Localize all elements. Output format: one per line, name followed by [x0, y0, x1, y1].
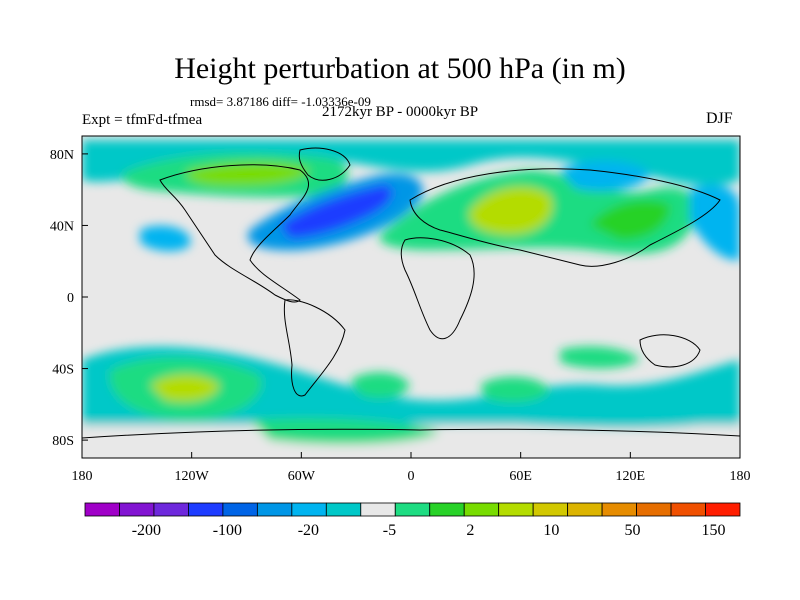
- colorbar-label: -200: [132, 522, 161, 539]
- colorbar-label: -100: [213, 522, 242, 539]
- lon-label: 60E: [509, 469, 532, 484]
- colorbar-swatch: [636, 502, 672, 517]
- field-region-atlantic-core: [280, 185, 393, 238]
- colorbar-swatch: [498, 502, 534, 517]
- lon-label: 180: [72, 469, 93, 484]
- colorbar-label: 2: [466, 522, 474, 539]
- season-label: DJF: [706, 110, 733, 127]
- colorbar-label: 50: [624, 522, 640, 539]
- field-region-nh-band: [82, 140, 740, 186]
- field-region-asia-core: [590, 200, 670, 240]
- field-region-sindian: [480, 376, 550, 403]
- field-region-satlantic: [350, 372, 410, 399]
- colorbar-swatch: [119, 502, 155, 517]
- colorbar-swatch: [601, 502, 637, 517]
- field-region-npacific: [560, 160, 650, 192]
- colorbar-swatch: [429, 502, 465, 517]
- lat-label: 40N: [50, 219, 74, 234]
- coast-south-america: [283, 299, 346, 397]
- period-label: 2172kyr BP - 0000kyr BP: [321, 104, 479, 120]
- colorbar-label: -5: [383, 522, 396, 539]
- coast-north-america: [159, 164, 310, 303]
- plot-title: Height perturbation at 500 hPa (in m): [174, 52, 626, 85]
- colorbar-swatch: [463, 502, 500, 517]
- field-region-epacific: [690, 185, 740, 261]
- lat-label: 80S: [52, 434, 74, 449]
- colorbar-swatch: [705, 502, 741, 517]
- field-region-spacific-core: [150, 374, 220, 402]
- coast-antarctica: [82, 428, 740, 439]
- coast-australia: [639, 334, 701, 368]
- colorbar-swatch: [153, 502, 189, 517]
- field-region-eurasia-core: [469, 186, 553, 235]
- lat-label: 40S: [52, 363, 74, 378]
- colorbar-swatch: [222, 502, 258, 517]
- colorbar-swatch: [256, 502, 293, 517]
- colorbar-label: 10: [543, 522, 559, 539]
- coast-greenland: [298, 147, 351, 181]
- field-region-antarctic-green: [250, 418, 440, 445]
- colorbar: -200 -100 -20 -5 2 10 50 150: [84, 502, 741, 539]
- colorbar-swatch: [532, 502, 569, 517]
- lon-label: 0: [408, 469, 415, 484]
- colorbar-swatch: [188, 502, 224, 517]
- colorbar-label: 150: [701, 522, 725, 539]
- experiment-label: Expt = tfmFd-tfmea: [82, 112, 203, 128]
- lon-label: 60W: [288, 469, 316, 484]
- colorbar-swatch: [84, 502, 120, 517]
- coast-africa: [400, 237, 475, 340]
- colorbar-swatch: [325, 502, 362, 517]
- lat-label: 0: [67, 291, 74, 306]
- colorbar-label: -20: [298, 522, 319, 539]
- colorbar-swatch: [360, 502, 396, 517]
- lon-label: 180: [730, 469, 751, 484]
- colorbar-swatch: [394, 502, 431, 517]
- field-region-npac-west: [140, 225, 191, 252]
- axis-ticks: 80N 40N 0 40S 80S 180 120W 60W 0 60E 120E 180: [50, 148, 751, 484]
- colorbar-swatch: [567, 502, 603, 517]
- lon-label: 120W: [175, 469, 210, 484]
- colorbar-swatch: [670, 502, 706, 517]
- coast-eurasia: [409, 168, 721, 267]
- coastlines: [82, 147, 740, 439]
- lat-label: 80N: [50, 148, 74, 163]
- lon-label: 120E: [616, 469, 646, 484]
- field-region-antarctic-blue: [480, 408, 720, 429]
- field-region-indian-mid: [560, 346, 640, 369]
- field-region-greenland-core: [186, 162, 310, 187]
- stats-text: rmsd= 3.87186 diff= -1.03336e-09: [190, 94, 371, 109]
- field-region-antarctic: [82, 425, 740, 458]
- colorbar-swatch: [291, 502, 327, 517]
